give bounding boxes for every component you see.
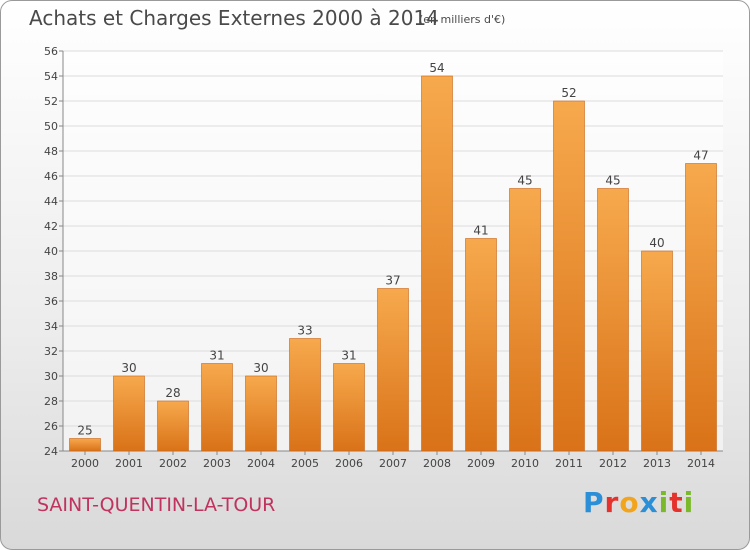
y-tick-label: 54 — [44, 70, 58, 83]
bar-value-label: 25 — [77, 424, 92, 438]
bar-value-label: 33 — [297, 324, 312, 338]
bar — [113, 375, 145, 452]
x-tick-label: 2005 — [291, 457, 319, 470]
bar — [377, 288, 409, 452]
bar-value-label: 45 — [517, 174, 532, 188]
x-tick-label: 2013 — [643, 457, 671, 470]
x-tick-label: 2010 — [511, 457, 539, 470]
chart-title: Achats et Charges Externes 2000 à 2014 — [29, 6, 439, 30]
bar-value-label: 28 — [165, 386, 180, 400]
bar — [465, 238, 497, 452]
bar — [157, 400, 189, 452]
x-tick-label: 2001 — [115, 457, 143, 470]
bar-value-label: 47 — [693, 149, 708, 163]
bar — [597, 188, 629, 452]
y-tick-label: 36 — [44, 295, 58, 308]
x-tick-label: 2008 — [423, 457, 451, 470]
bar-value-label: 54 — [429, 61, 444, 75]
y-tick-label: 30 — [44, 370, 58, 383]
proxiti-logo: Proxiti — [583, 486, 694, 519]
x-tick-label: 2014 — [687, 457, 715, 470]
bar — [245, 375, 277, 452]
x-tick-label: 2006 — [335, 457, 363, 470]
bar-value-label: 30 — [121, 361, 136, 375]
y-tick-label: 44 — [44, 195, 58, 208]
x-tick-label: 2000 — [71, 457, 99, 470]
y-tick-label: 48 — [44, 145, 58, 158]
bar — [289, 338, 321, 452]
logo-letter: P — [583, 486, 605, 519]
commune-name: SAINT-QUENTIN-LA-TOUR — [37, 494, 276, 516]
bar-value-label: 31 — [209, 349, 224, 363]
bar — [333, 363, 365, 452]
x-tick-label: 2003 — [203, 457, 231, 470]
bar-value-label: 41 — [473, 224, 488, 238]
x-tick-label: 2004 — [247, 457, 275, 470]
y-tick-label: 32 — [44, 345, 58, 358]
bar-value-label: 52 — [561, 86, 576, 100]
bar-value-label: 30 — [253, 361, 268, 375]
y-tick-label: 28 — [44, 395, 58, 408]
chart-subtitle: (en milliers d'€) — [419, 13, 506, 26]
bar — [553, 100, 585, 452]
logo-letter: o — [619, 486, 640, 519]
logo-letter: x — [639, 486, 659, 519]
x-tick-label: 2009 — [467, 457, 495, 470]
bar — [509, 188, 541, 452]
x-tick-label: 2011 — [555, 457, 583, 470]
bar-value-label: 40 — [649, 236, 664, 250]
x-tick-label: 2007 — [379, 457, 407, 470]
y-tick-label: 38 — [44, 270, 58, 283]
bar — [685, 163, 717, 452]
y-tick-label: 24 — [44, 445, 58, 458]
bar — [421, 75, 453, 452]
y-tick-label: 52 — [44, 95, 58, 108]
bar-value-label: 31 — [341, 349, 356, 363]
bar — [69, 438, 101, 452]
y-tick-label: 50 — [44, 120, 58, 133]
y-tick-label: 34 — [44, 320, 58, 333]
logo-letter: r — [604, 486, 620, 519]
bar-value-label: 37 — [385, 274, 400, 288]
bar — [641, 250, 673, 452]
bar — [201, 363, 233, 452]
bar-value-label: 45 — [605, 174, 620, 188]
x-tick-label: 2012 — [599, 457, 627, 470]
y-tick-label: 42 — [44, 220, 58, 233]
y-tick-label: 46 — [44, 170, 58, 183]
logo-letter: i — [658, 486, 670, 519]
y-tick-label: 26 — [44, 420, 58, 433]
logo-letter: i — [683, 486, 695, 519]
x-tick-label: 2002 — [159, 457, 187, 470]
y-tick-label: 56 — [44, 45, 58, 58]
logo-letter: t — [669, 486, 684, 519]
y-tick-label: 40 — [44, 245, 58, 258]
